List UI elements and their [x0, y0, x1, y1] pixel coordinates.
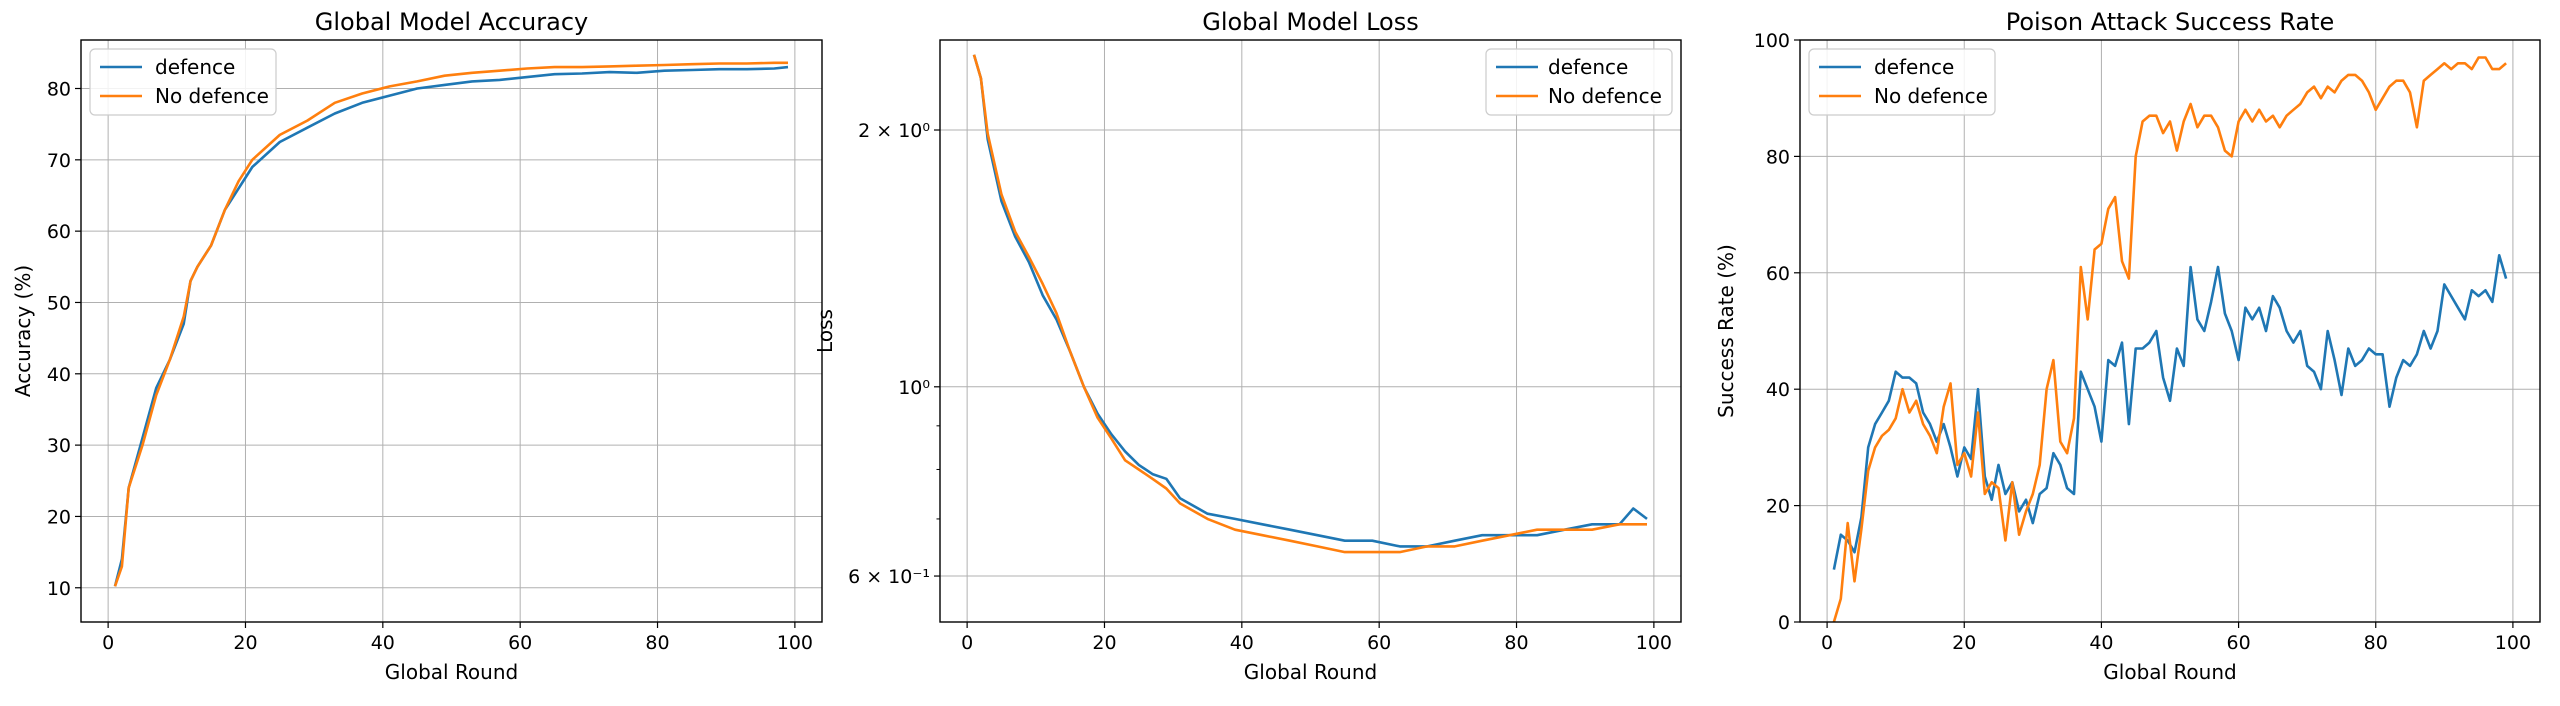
poison-chart-title: Poison Attack Success Rate [2006, 8, 2335, 36]
y-tick-label: 6 × 10⁻¹ [848, 566, 930, 588]
x-tick-label: 40 [371, 632, 395, 654]
x-tick-label: 80 [2364, 632, 2388, 654]
y-tick-label: 10⁰ [898, 377, 930, 399]
plot-frame [1799, 39, 2541, 623]
x-tick-label: 80 [645, 632, 669, 654]
y-tick-label: 30 [47, 435, 71, 457]
legend-box [1808, 48, 1996, 116]
x-tick-label: 100 [1636, 632, 1672, 654]
x-tick-label: 0 [1821, 632, 1833, 654]
x-tick-label: 20 [1952, 632, 1976, 654]
y-tick-label: 60 [47, 221, 71, 243]
accuracy-chart-title: Global Model Accuracy [315, 8, 588, 36]
poison-chart-y-axis-label: Success Rate (%) [1714, 244, 1738, 418]
plot-frame [939, 39, 1682, 623]
series-line-no-defence [113, 61, 788, 587]
y-tick-label: 40 [47, 364, 71, 386]
plot-frame [80, 39, 823, 623]
poison-chart-x-axis-label: Global Round [2103, 660, 2236, 684]
y-tick-label: 20 [47, 506, 71, 528]
x-tick-label: 40 [1230, 632, 1254, 654]
series-line-defence [972, 54, 1648, 548]
y-tick-label: 70 [47, 150, 71, 172]
x-tick-label: 80 [1504, 632, 1528, 654]
series-line-no-defence [1832, 56, 2507, 623]
legend-label-defence: defence [1548, 55, 1628, 79]
legend-label-no-defence: No defence [155, 84, 269, 108]
y-tick-label: 80 [1766, 146, 1790, 168]
y-tick-label: 60 [1766, 263, 1790, 285]
y-tick-label: 2 × 10⁰ [858, 120, 930, 142]
y-tick-label: 10 [47, 578, 71, 600]
loss-chart-title: Global Model Loss [1202, 8, 1419, 36]
poison-success-chart: Poison Attack Success Rate Global Round … [1714, 8, 2541, 684]
loss-chart: Global Model Loss Global Round Loss defe… [813, 8, 1682, 684]
accuracy-chart: Global Model Accuracy Global Round Accur… [11, 8, 823, 684]
legend-label-defence: defence [155, 55, 235, 79]
y-tick-label: 20 [1766, 496, 1790, 518]
loss-chart-x-axis-label: Global Round [1244, 660, 1377, 684]
y-tick-label: 80 [47, 79, 71, 101]
legend-box [89, 48, 277, 116]
y-tick-label: 0 [1778, 612, 1790, 634]
series-line-defence [1832, 254, 2508, 570]
x-tick-label: 20 [233, 632, 257, 654]
legend-label-defence: defence [1874, 55, 1954, 79]
legend-box [1485, 48, 1673, 116]
accuracy-chart-x-axis-label: Global Round [385, 660, 518, 684]
x-tick-label: 0 [961, 632, 973, 654]
x-tick-label: 0 [102, 632, 114, 654]
accuracy-chart-y-axis-label: Accuracy (%) [11, 265, 35, 397]
x-tick-label: 60 [2226, 632, 2250, 654]
y-tick-label: 40 [1766, 379, 1790, 401]
y-tick-label: 50 [47, 292, 71, 314]
legend-label-no-defence: No defence [1874, 84, 1988, 108]
x-tick-label: 20 [1092, 632, 1116, 654]
loss-chart-y-axis-label: Loss [813, 309, 837, 353]
x-tick-label: 60 [1367, 632, 1391, 654]
x-tick-label: 100 [777, 632, 813, 654]
x-tick-label: 40 [2089, 632, 2113, 654]
x-tick-label: 100 [2495, 632, 2531, 654]
y-tick-label: 100 [1754, 30, 1790, 52]
series-line-no-defence [972, 54, 1647, 554]
x-tick-label: 60 [508, 632, 532, 654]
legend-label-no-defence: No defence [1548, 84, 1662, 108]
